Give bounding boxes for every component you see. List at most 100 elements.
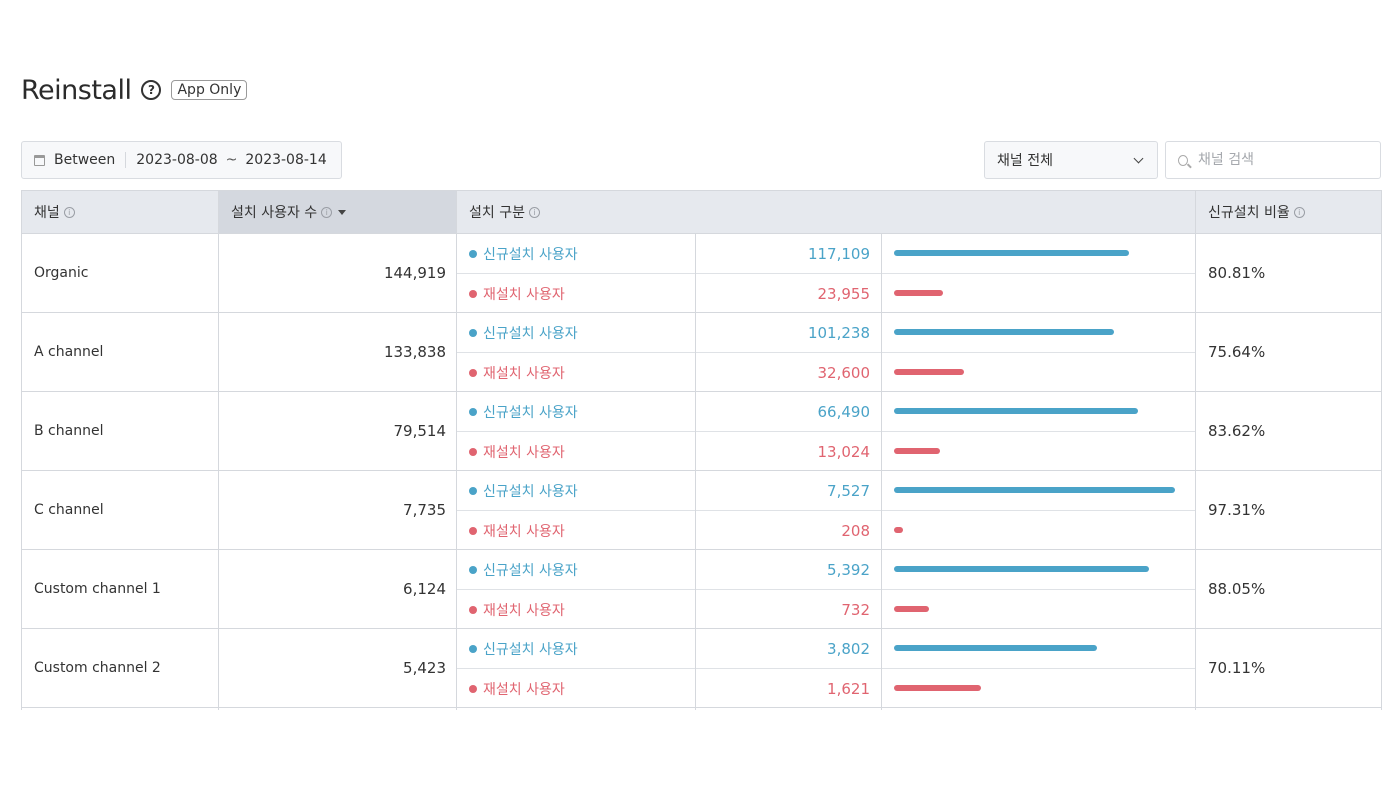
new-install-ratio: 83.62%	[1208, 422, 1266, 440]
date-range-picker[interactable]: Between 2023-08-08 ~ 2023-08-14	[21, 141, 342, 179]
new-install-ratio: 97.31%	[1208, 501, 1266, 519]
reinstall-row: 재설치 사용자 1,621	[457, 668, 1195, 707]
new-install-count: 66,490	[817, 402, 871, 421]
channel-search[interactable]	[1165, 141, 1381, 179]
reinstall-row: 재설치 사용자 13,024	[457, 431, 1195, 470]
new-install-bar	[894, 250, 1129, 256]
channel-name: A channel	[34, 344, 104, 360]
column-divider	[881, 234, 882, 710]
new-install-row: 신규설치 사용자 66,490	[457, 392, 1195, 431]
reinstall-label: 재설치 사용자	[469, 432, 565, 471]
header-total[interactable]: 설치 사용자 수 i	[219, 191, 457, 233]
channel-name: Custom channel 1	[34, 581, 161, 597]
table-row: Custom channel 1 6,124 신규설치 사용자 5,392 재설치 사용…	[22, 550, 1381, 629]
reinstall-label: 재설치 사용자	[469, 669, 565, 708]
channel-name: C channel	[34, 502, 104, 518]
new-install-row: 신규설치 사용자 117,109	[457, 234, 1195, 273]
reinstall-count: 32,600	[817, 363, 871, 382]
new-install-bar	[894, 487, 1175, 493]
sort-desc-icon[interactable]	[338, 209, 347, 215]
new-install-label: 신규설치 사용자	[469, 313, 578, 352]
reinstall-count: 208	[841, 521, 870, 540]
reinstall-text: 재설치 사용자	[483, 523, 565, 540]
new-install-count: 3,802	[827, 639, 870, 658]
header-ratio-label: 신규설치 비율	[1208, 205, 1290, 221]
total-installs: 79,514	[393, 422, 447, 440]
info-icon[interactable]: i	[63, 206, 75, 218]
new-install-count: 7,527	[827, 481, 870, 500]
table-header: 채널 i 설치 사용자 수 i 설치 구분 i 신규설치 비율 i	[22, 191, 1381, 234]
reinstall-bar	[894, 369, 964, 375]
reinstall-text: 재설치 사용자	[483, 602, 565, 619]
date-from: 2023-08-08	[136, 152, 218, 168]
info-icon[interactable]: i	[528, 206, 540, 218]
table-row: A channel 133,838 신규설치 사용자 101,238 재설치 사용자 32…	[22, 313, 1381, 392]
new-install-text: 신규설치 사용자	[483, 325, 578, 342]
calendar-icon	[34, 154, 45, 166]
new-install-bar	[894, 566, 1149, 572]
reinstall-text: 재설치 사용자	[483, 444, 565, 461]
new-install-label: 신규설치 사용자	[469, 234, 578, 273]
new-install-label: 신규설치 사용자	[469, 471, 578, 510]
reinstall-count: 732	[841, 600, 870, 619]
new-install-label: 신규설치 사용자	[469, 629, 578, 668]
reinstall-count: 1,621	[827, 679, 870, 698]
table-row: Organic 144,919 신규설치 사용자 117,109 재설치 사용자 23,9…	[22, 234, 1381, 313]
new-install-text: 신규설치 사용자	[483, 483, 578, 500]
channel-select[interactable]: 채널 전체	[984, 141, 1158, 179]
blue-dot-icon	[469, 565, 477, 574]
date-divider	[125, 152, 127, 168]
red-dot-icon	[469, 526, 477, 535]
reinstall-row: 재설치 사용자 732	[457, 589, 1195, 628]
new-install-bar	[894, 329, 1114, 335]
red-dot-icon	[469, 447, 477, 456]
column-divider	[1195, 191, 1196, 710]
chevron-down-icon	[1133, 153, 1144, 163]
header-total-label: 설치 사용자 수	[231, 205, 318, 221]
info-icon[interactable]: i	[321, 206, 333, 218]
reinstall-text: 재설치 사용자	[483, 681, 565, 698]
new-install-label: 신규설치 사용자	[469, 550, 578, 589]
new-install-text: 신규설치 사용자	[483, 562, 578, 579]
reinstall-bar	[894, 448, 940, 454]
header-channel[interactable]: 채널 i	[22, 191, 219, 233]
new-install-ratio: 75.64%	[1208, 343, 1266, 361]
red-dot-icon	[469, 289, 477, 298]
red-dot-icon	[469, 368, 477, 377]
total-installs: 6,124	[403, 580, 446, 598]
blue-dot-icon	[469, 249, 477, 258]
blue-dot-icon	[469, 644, 477, 653]
reinstall-row: 재설치 사용자 23,955	[457, 273, 1195, 312]
new-install-row: 신규설치 사용자 5,392	[457, 550, 1195, 589]
reinstall-label: 재설치 사용자	[469, 590, 565, 629]
between-label: Between	[54, 152, 116, 168]
header-type[interactable]: 설치 구분 i	[457, 191, 1195, 233]
app-only-badge: App Only	[171, 80, 248, 100]
red-dot-icon	[469, 605, 477, 614]
header-ratio[interactable]: 신규설치 비율 i	[1196, 191, 1381, 233]
reinstall-label: 재설치 사용자	[469, 353, 565, 392]
reinstall-count: 23,955	[817, 284, 871, 303]
date-separator: ~	[225, 152, 238, 168]
blue-dot-icon	[469, 328, 477, 337]
new-install-count: 101,238	[807, 323, 870, 342]
reinstall-count: 13,024	[817, 442, 871, 461]
reinstall-label: 재설치 사용자	[469, 274, 565, 313]
blue-dot-icon	[469, 486, 477, 495]
reinstall-bar	[894, 606, 929, 612]
title-row: Reinstall ? App Only	[21, 72, 248, 108]
page-title: Reinstall	[21, 74, 132, 106]
search-input[interactable]	[1198, 152, 1368, 168]
info-icon[interactable]: i	[1293, 206, 1305, 218]
column-divider	[456, 191, 457, 710]
new-install-text: 신규설치 사용자	[483, 641, 578, 658]
blue-dot-icon	[469, 407, 477, 416]
new-install-row: 신규설치 사용자 7,527	[457, 471, 1195, 510]
help-icon[interactable]: ?	[141, 80, 162, 100]
new-install-label: 신규설치 사용자	[469, 392, 578, 431]
total-installs: 7,735	[403, 501, 446, 519]
new-install-ratio: 80.81%	[1208, 264, 1266, 282]
channel-name: Custom channel 2	[34, 660, 161, 676]
new-install-bar	[894, 645, 1097, 651]
reinstall-label: 재설치 사용자	[469, 511, 565, 550]
